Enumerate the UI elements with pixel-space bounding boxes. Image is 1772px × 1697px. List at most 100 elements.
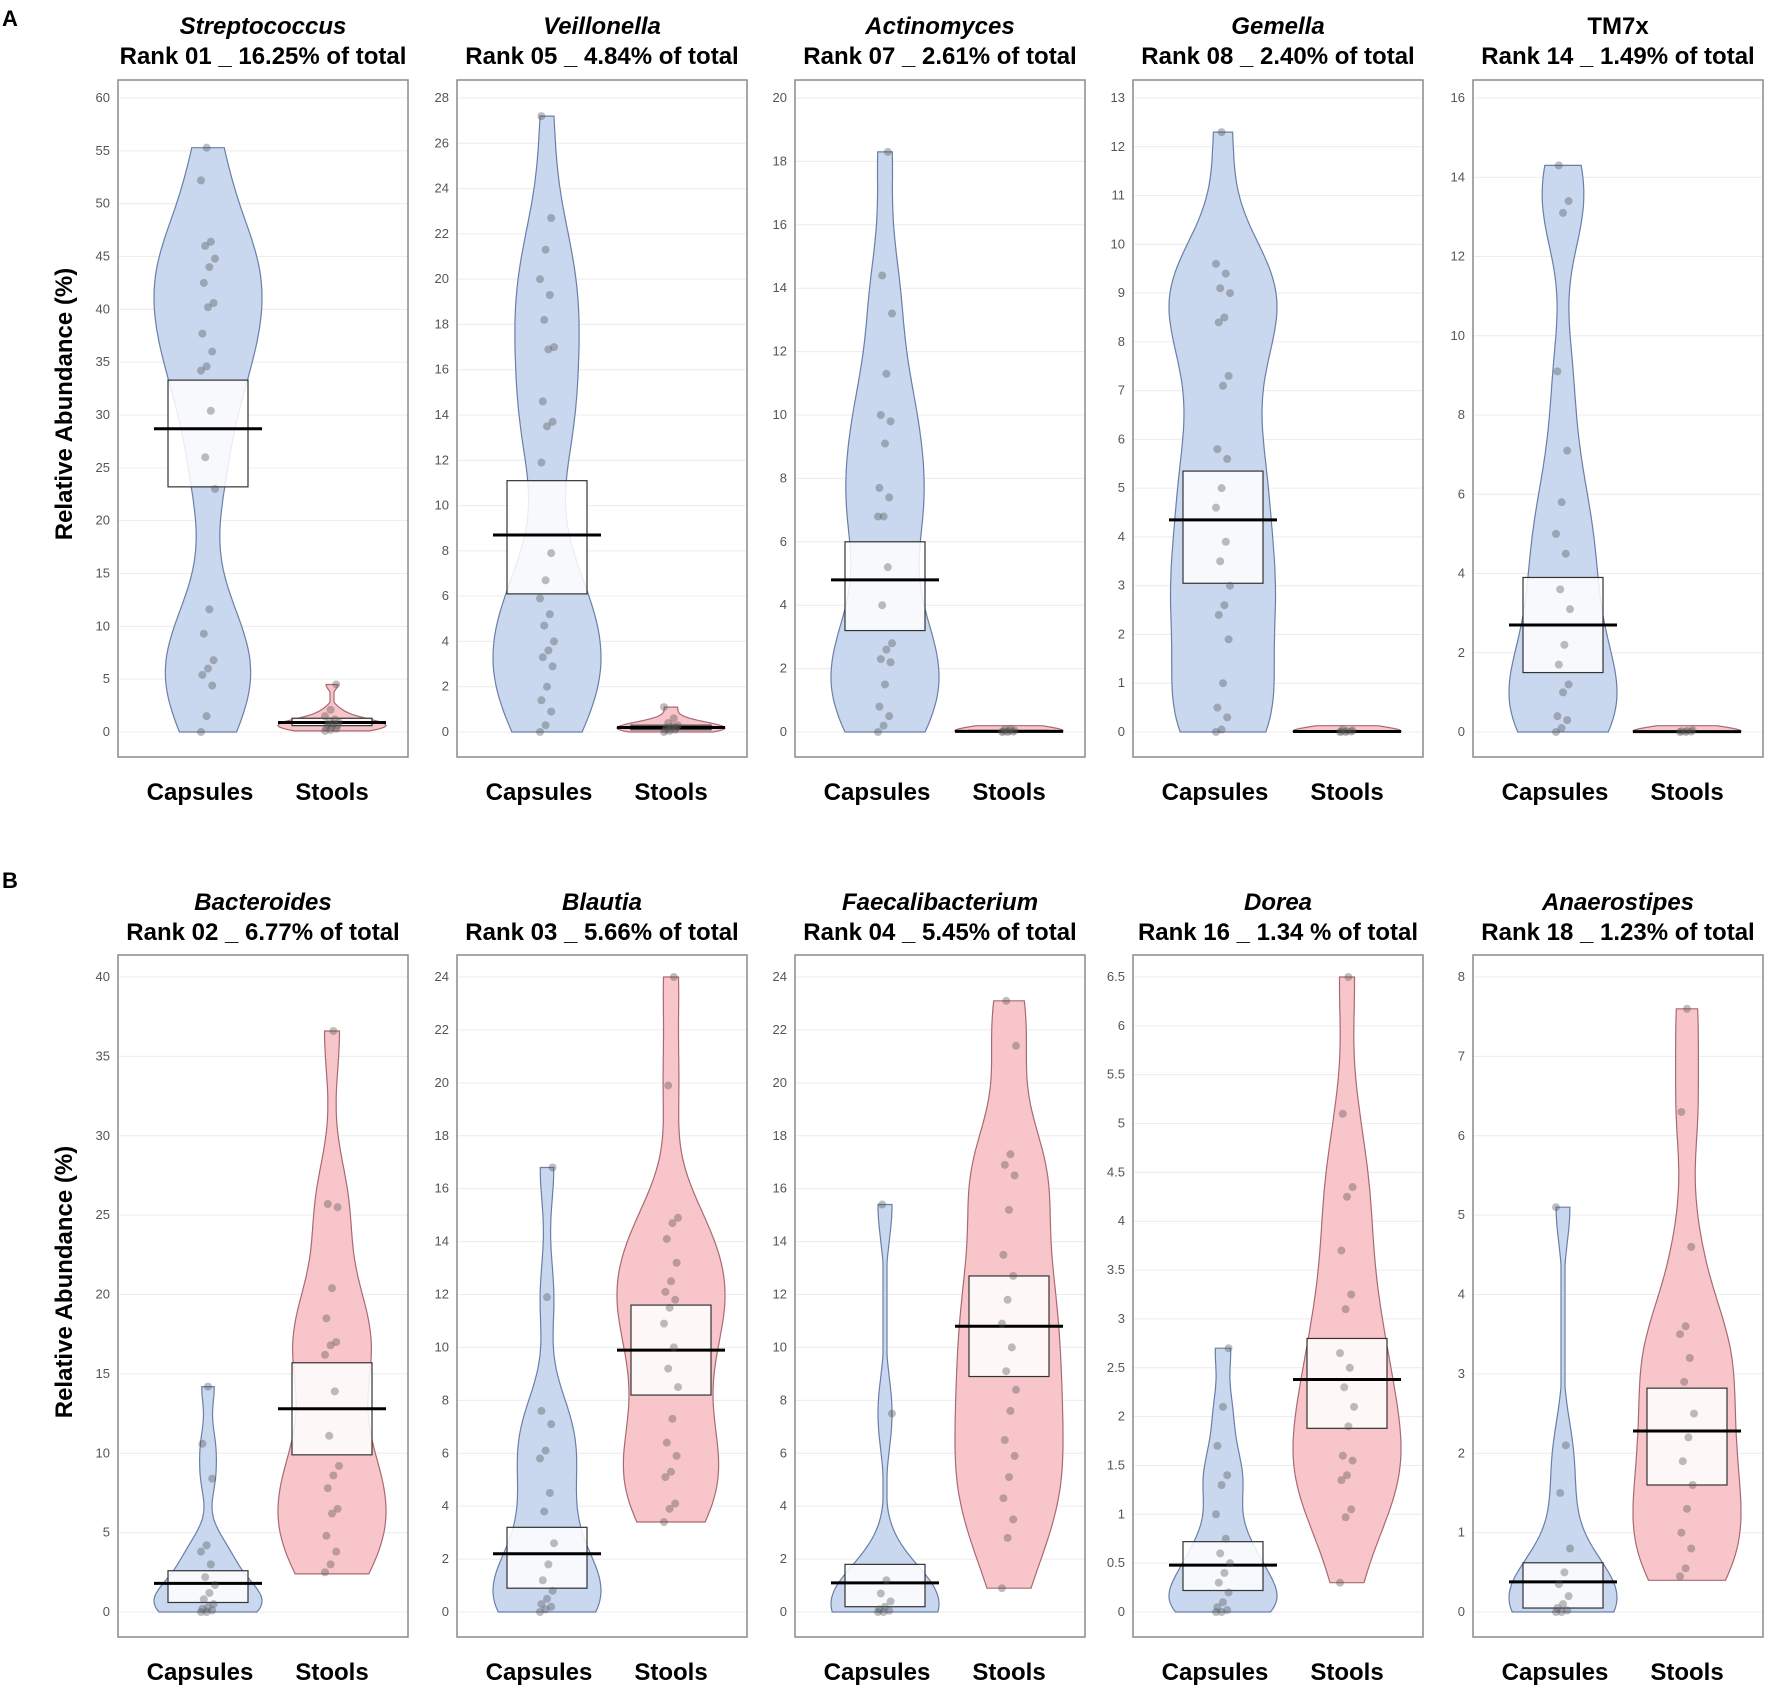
capsules-point — [881, 680, 889, 689]
y-tick-label: 0 — [103, 1604, 110, 1619]
y-tick-label: 4 — [780, 1498, 787, 1513]
stools-point — [1336, 1578, 1344, 1587]
y-tick-label: 2 — [442, 679, 449, 694]
y-tick-label: 55 — [96, 143, 110, 158]
capsules-violin — [1508, 1206, 1618, 1613]
capsules-point — [211, 1581, 219, 1590]
y-tick-label: 18 — [773, 1128, 787, 1143]
capsules-point — [874, 728, 882, 736]
capsules-point — [1213, 703, 1222, 712]
capsules-point — [1221, 269, 1230, 278]
x-label-stools: Stools — [634, 779, 707, 806]
y-tick-label: 4 — [442, 633, 449, 648]
capsules-point — [1557, 498, 1566, 507]
capsules-point — [1223, 1471, 1232, 1480]
capsules-point — [540, 1507, 549, 1516]
stools-point — [1687, 727, 1696, 736]
stools-point — [1002, 1367, 1011, 1376]
capsules-point — [888, 1409, 896, 1418]
capsules-point — [1560, 1568, 1569, 1577]
stools-point — [1687, 1242, 1696, 1251]
capsules-point — [1212, 1510, 1220, 1519]
capsules-point — [886, 417, 895, 426]
stools-point — [321, 1350, 329, 1359]
y-tick-label: 18 — [435, 1128, 449, 1143]
x-label-capsules: Capsules — [1162, 779, 1269, 806]
stools-point — [998, 1584, 1006, 1593]
y-tick-label: 4 — [1118, 1213, 1125, 1228]
y-tick-label: 14 — [435, 407, 449, 422]
chart-title-genus: Streptococcus — [180, 13, 347, 40]
capsules-point — [885, 493, 894, 502]
capsules-point — [875, 1605, 884, 1614]
stools-point — [664, 718, 673, 727]
y-tick-label: 3 — [1458, 1366, 1465, 1381]
stools-point — [669, 1343, 678, 1352]
y-tick-label: 4 — [780, 597, 787, 612]
capsules-point — [202, 362, 211, 371]
x-label-stools: Stools — [1650, 779, 1723, 806]
capsules-point — [211, 254, 219, 263]
capsules-point — [198, 670, 207, 679]
capsules-point — [536, 594, 544, 603]
stools-point — [323, 720, 332, 729]
chart-0: 0 5 10 15 20 25 30 35 40 45 50 55 60 Streptococcus Ran… — [96, 13, 409, 806]
y-tick-label: 20 — [96, 513, 110, 528]
y-tick-label: 0 — [1118, 1604, 1125, 1619]
stools-point — [999, 727, 1008, 736]
stools-point — [1677, 1528, 1686, 1537]
stools-point — [674, 1213, 682, 1222]
y-tick-label: 10 — [435, 1339, 449, 1354]
capsules-point — [540, 621, 549, 630]
capsules-point — [888, 639, 896, 648]
capsules-point — [547, 707, 556, 716]
stools-point — [999, 1250, 1008, 1259]
capsules-point — [199, 629, 208, 638]
y-tick-label: 16 — [773, 1181, 787, 1196]
capsules-point — [1212, 728, 1220, 736]
stools-point — [1685, 1354, 1694, 1362]
stools-point — [332, 1547, 341, 1556]
chart-title-genus: Actinomyces — [864, 13, 1014, 40]
capsules-point — [545, 290, 554, 299]
y-tick-label: 8 — [442, 1392, 449, 1407]
y-tick-label: 0 — [780, 724, 787, 739]
stools-box — [1646, 1387, 1728, 1486]
stools-point — [328, 1509, 336, 1518]
stools-point — [1007, 1343, 1016, 1352]
capsules-point — [1560, 640, 1569, 649]
capsules-point — [198, 329, 207, 338]
stools-point — [326, 725, 335, 734]
capsules-point — [879, 721, 888, 730]
stools-point — [1677, 727, 1686, 736]
stools-violin — [1292, 976, 1402, 1584]
stools-point — [333, 1504, 342, 1513]
y-tick-label: 6 — [442, 1445, 449, 1460]
y-tick-label: 4 — [442, 1498, 449, 1513]
y-tick-label: 20 — [773, 90, 787, 105]
capsules-point — [1226, 581, 1234, 590]
capsules-point — [879, 512, 888, 521]
stools-point — [667, 724, 675, 733]
stools-point — [1681, 1564, 1690, 1573]
capsules-point — [878, 601, 887, 610]
stools-point — [1003, 728, 1012, 736]
y-tick-label: 5.5 — [1107, 1067, 1125, 1082]
y-tick-label: 0 — [442, 724, 449, 739]
stools-point — [326, 705, 335, 714]
capsules-point — [205, 263, 214, 272]
y-tick-label: 11 — [1112, 188, 1126, 203]
y-tick-label: 20 — [435, 271, 449, 286]
y-tick-label: 4 — [1458, 566, 1465, 581]
capsules-point — [1564, 197, 1573, 206]
stools-point — [1012, 1041, 1020, 1050]
plot-frame — [794, 79, 1086, 758]
capsules-point — [1552, 1608, 1560, 1616]
y-tick-label: 10 — [773, 407, 787, 422]
y-tick-label: 8 — [780, 1392, 787, 1407]
stools-point — [1005, 1473, 1013, 1482]
stools-point — [998, 1319, 1006, 1328]
stools-point — [1338, 1451, 1347, 1460]
y-tick-label: 12 — [1451, 249, 1465, 264]
capsules-point — [198, 1604, 207, 1613]
